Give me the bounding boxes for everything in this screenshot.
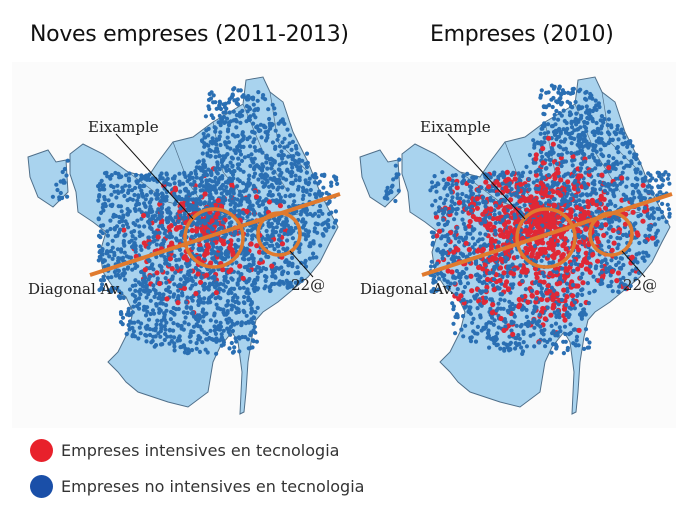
district-22-pointer bbox=[289, 250, 314, 278]
district-22-pointer bbox=[621, 250, 646, 278]
legend-label: Empreses intensives en tecnologia bbox=[61, 440, 340, 460]
eixample-circle bbox=[183, 207, 245, 269]
map-new-companies: Eixample Diagonal Av. 22@ bbox=[27, 76, 341, 415]
label-diagonal: Diagonal Av. bbox=[28, 280, 122, 298]
eixample-pointer bbox=[115, 133, 194, 220]
legend-item-tech-intensive: Empreses intensives en tecnologia bbox=[30, 437, 450, 463]
title-new-companies: Noves empreses (2011-2013) bbox=[30, 22, 349, 47]
blue-circle-icon bbox=[30, 474, 53, 498]
eixample-circle bbox=[515, 207, 577, 269]
district-22-circle bbox=[588, 211, 634, 257]
red-circle-icon bbox=[30, 438, 53, 462]
label-22: 22@ bbox=[623, 276, 657, 294]
diagonal-avenue-line bbox=[89, 192, 341, 277]
label-eixample: Eixample bbox=[420, 118, 491, 136]
label-eixample: Eixample bbox=[88, 118, 159, 136]
title-companies-2010: Empreses (2010) bbox=[430, 22, 614, 47]
district-22-circle bbox=[256, 211, 302, 257]
map-companies-2010: Eixample Diagonal Av. 22@ bbox=[359, 76, 673, 415]
label-diagonal: Diagonal Av. bbox=[360, 280, 454, 298]
label-22: 22@ bbox=[291, 276, 325, 294]
legend-label: Empreses no intensives en tecnologia bbox=[61, 476, 365, 496]
legend-item-non-tech-intensive: Empreses no intensives en tecnologia bbox=[30, 473, 450, 499]
diagonal-avenue-line bbox=[421, 192, 673, 277]
eixample-pointer bbox=[447, 133, 526, 220]
